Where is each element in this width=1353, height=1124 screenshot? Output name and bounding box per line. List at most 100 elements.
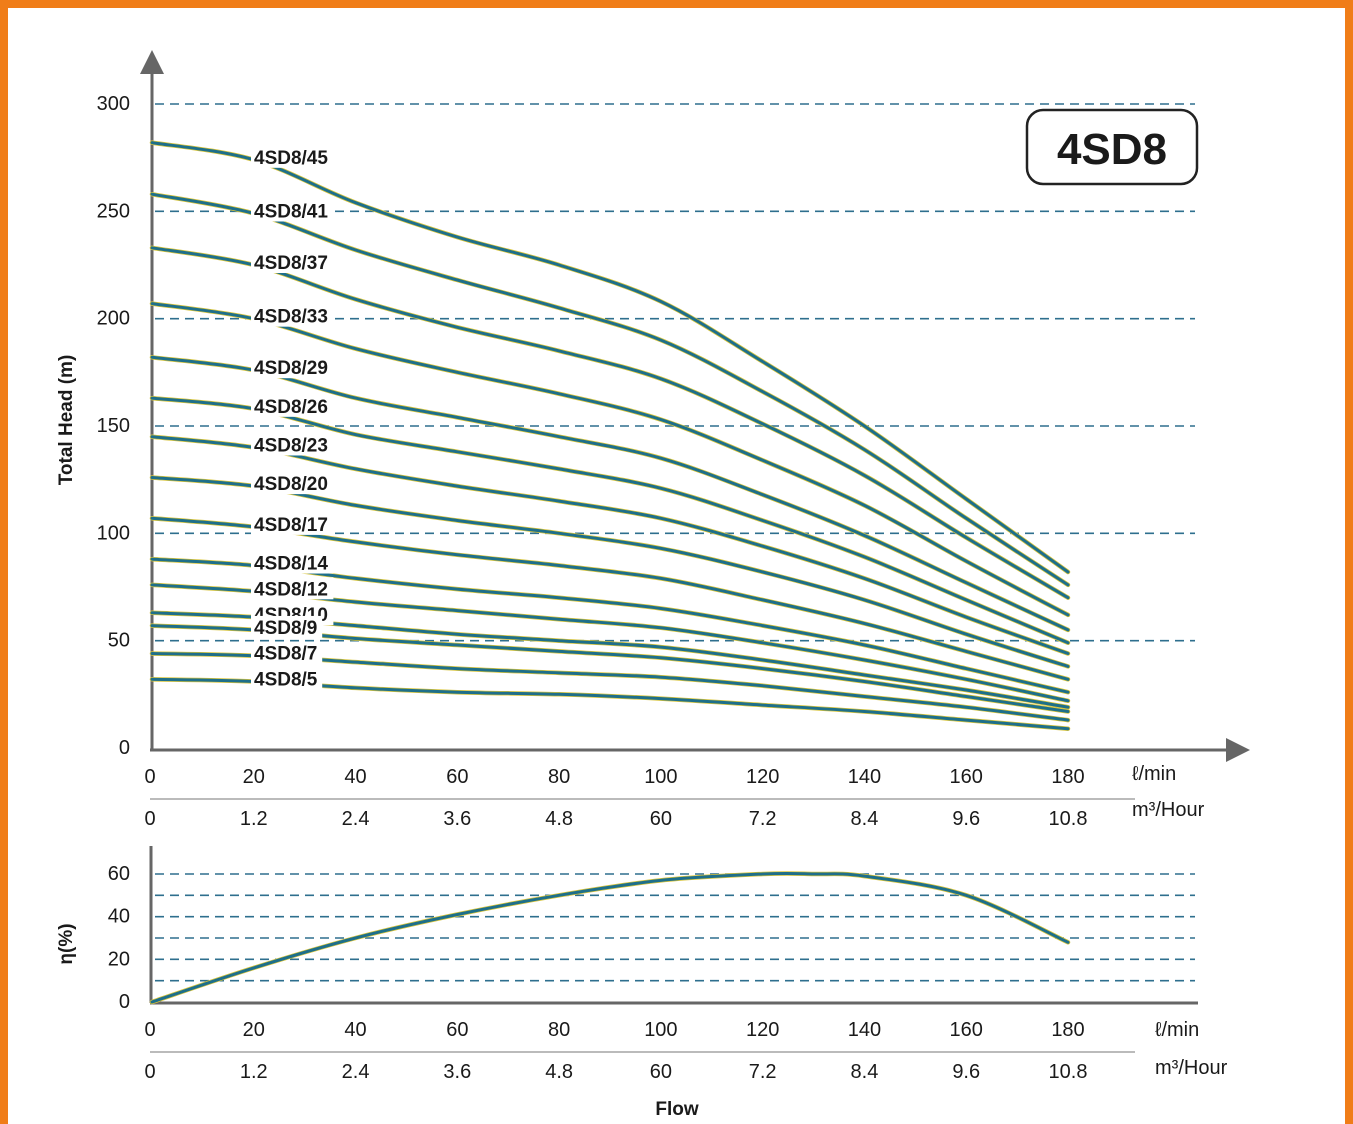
head-x-tick-m3h: 0 [144,808,155,830]
efficiency-x-ticks: 0 20 40 60 80 100 120 140 160 180 0 1.2 2.4 3.6 4.8 60 7… [144,1019,1087,1083]
efficiency-x-tick-lmin: 0 [144,1019,155,1041]
head-y-tick: 0 [119,737,130,759]
series-label-bg [251,433,334,456]
series-label-bg [251,472,334,495]
efficiency-x-tick-m3h: 9.6 [952,1061,980,1083]
efficiency-lmin-unit: ℓ/min [1155,1019,1199,1041]
head-x-tick-lmin: 0 [144,766,155,788]
efficiency-gridlines [155,873,1195,982]
head-series-labels: 4SD8/45 4SD8/41 4SD8/37 4SD8/33 4SD8/29 4SD8/… [251,145,334,690]
badge-text: 4SD8 [1057,125,1167,174]
efficiency-axes [149,846,1198,1053]
head-curve [150,246,1070,600]
series-label-bg [251,667,323,690]
head-x-tick-lmin: 140 [848,766,881,788]
head-x-tick-m3h: 3.6 [443,808,471,830]
series-label: 4SD8/23 [254,435,328,456]
efficiency-x-tick-lmin: 60 [446,1019,468,1041]
series-label-bg [251,512,334,535]
head-y-tick: 100 [97,522,130,544]
head-x-tick-m3h: 7.2 [749,808,777,830]
head-curve [150,435,1070,655]
efficiency-x-tick-m3h: 4.8 [545,1061,573,1083]
efficiency-m3h-unit: m³/Hour [1155,1057,1228,1079]
series-label-bg [251,641,323,664]
efficiency-curve [150,871,1070,1004]
efficiency-y-ticks: 60 40 20 0 [108,863,130,1013]
series-label: 4SD8/41 [254,201,328,222]
series-label: 4SD8/9 [254,618,317,639]
head-x-tick-lmin: 100 [644,766,677,788]
head-curve [150,302,1070,617]
series-label-bg [251,577,334,600]
efficiency-y-axis-title: η(%) [56,923,77,964]
efficiency-x-tick-lmin: 160 [950,1019,983,1041]
series-label: 4SD8/12 [254,579,328,600]
efficiency-y-tick: 20 [108,948,130,970]
series-label-bg [251,615,323,638]
head-x-ticks: 0 20 40 60 80 100 120 140 160 180 0 1.2 2.4 3.6 4.8 60 7… [144,766,1087,830]
series-label: 4SD8/5 [254,669,318,690]
head-curve [150,476,1070,668]
series-label-bg [251,251,334,273]
head-lmin-unit: ℓ/min [1132,763,1176,785]
head-x-tick-m3h: 2.4 [342,808,370,830]
efficiency-y-tick: 60 [108,863,130,885]
series-label-bg [251,394,334,417]
efficiency-x-tick-m3h: 0 [144,1061,155,1083]
head-y-tick: 50 [108,630,130,652]
series-label: 4SD8/17 [254,515,328,536]
efficiency-x-tick-lmin: 100 [644,1019,677,1041]
head-x-tick-lmin: 40 [344,766,366,788]
head-curve [150,141,1070,574]
head-x-tick-lmin: 180 [1051,766,1084,788]
series-label-bg [251,304,334,327]
efficiency-x-tick-lmin: 180 [1051,1019,1084,1041]
series-label-bg [251,199,334,222]
head-axes [140,50,1250,800]
head-m3h-unit: m³/Hour [1132,799,1205,821]
head-y-tick: 150 [97,415,130,437]
head-x-tick-lmin: 160 [950,766,983,788]
head-curves [149,140,1071,731]
head-x-tick-lmin: 80 [548,766,570,788]
series-label: 4SD8/45 [254,148,328,169]
head-x-tick-m3h: 1.2 [240,808,268,830]
series-label-bg [251,145,334,168]
head-curve [150,355,1070,632]
series-label: 4SD8/14 [254,554,328,575]
efficiency-y-tick: 40 [108,906,130,928]
head-curve [150,192,1070,587]
efficiency-curves [149,871,1071,1005]
model-badge: 4SD8 [1025,108,1199,186]
head-x-tick-lmin: 120 [746,766,779,788]
series-label: 4SD8/7 [254,644,317,665]
head-y-tick: 200 [97,308,130,330]
head-x-tick-lmin: 60 [446,766,468,788]
head-x-tick-m3h: 60 [650,808,672,830]
efficiency-x-tick-m3h: 1.2 [240,1061,268,1083]
head-x-tick-lmin: 20 [243,766,265,788]
head-y-tick: 250 [97,200,130,222]
efficiency-y-tick: 0 [119,991,130,1013]
efficiency-x-tick-m3h: 3.6 [443,1061,471,1083]
series-label: 4SD8/26 [254,397,328,418]
series-label: 4SD8/37 [254,253,328,274]
head-curve-edge [149,245,1071,600]
efficiency-x-tick-m3h: 7.2 [749,1061,777,1083]
head-y-tick: 300 [97,93,130,115]
efficiency-x-tick-lmin: 20 [243,1019,265,1041]
series-label: 4SD8/33 [254,307,328,328]
flow-axis-title: Flow [655,1099,698,1120]
head-x-tick-m3h: 10.8 [1049,808,1088,830]
series-label: 4SD8/29 [254,358,328,379]
head-x-tick-m3h: 4.8 [545,808,573,830]
badge-box [1025,108,1199,186]
series-label-bg [251,356,334,379]
head-y-axis-title: Total Head (m) [56,355,77,486]
efficiency-x-tick-m3h: 10.8 [1049,1061,1088,1083]
efficiency-x-tick-lmin: 80 [548,1019,570,1041]
head-curve [150,396,1070,645]
head-y-ticks: 300 250 200 150 100 50 0 [97,93,130,759]
efficiency-x-tick-m3h: 2.4 [342,1061,370,1083]
